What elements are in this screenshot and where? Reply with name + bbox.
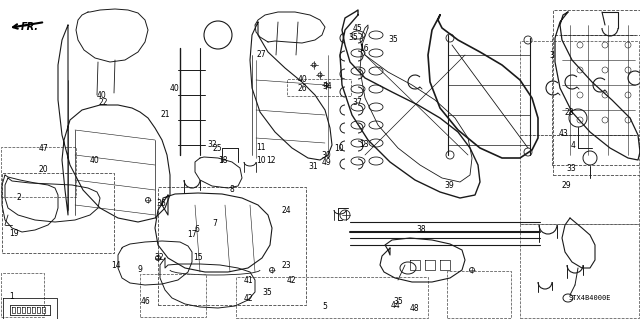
Bar [1, 147, 76, 197]
Text: 27: 27 [256, 50, 266, 59]
Text: 35: 35 [348, 33, 358, 42]
Text: 23: 23 [282, 261, 292, 270]
Bar [520, 41, 639, 135]
Text: 3: 3 [549, 51, 554, 60]
Bar [553, 10, 640, 175]
Text: 12: 12 [266, 156, 275, 165]
Text: 2: 2 [17, 193, 22, 202]
Text: 16: 16 [358, 44, 369, 53]
Text: 20: 20 [38, 165, 49, 174]
Bar [158, 187, 306, 305]
Bar [1, 273, 44, 317]
Text: 35: 35 [393, 297, 403, 306]
Text: 35: 35 [388, 35, 399, 44]
Text: 49: 49 [321, 158, 332, 167]
Text: STX4B4000E: STX4B4000E [569, 295, 611, 301]
Text: 22: 22 [99, 98, 108, 107]
Text: 43: 43 [558, 129, 568, 138]
Text: 8: 8 [229, 185, 234, 194]
Text: 17: 17 [187, 230, 197, 239]
Text: 13: 13 [358, 140, 369, 149]
Bar [140, 274, 206, 317]
Text: 30: 30 [321, 151, 332, 160]
Text: 45: 45 [352, 24, 362, 33]
Text: FR.: FR. [21, 22, 39, 32]
Text: 37: 37 [352, 98, 362, 107]
Text: 36: 36 [156, 199, 166, 208]
Text: 33: 33 [566, 164, 576, 173]
Text: 48: 48 [410, 304, 420, 313]
Text: 15: 15 [193, 253, 204, 262]
Text: 5: 5 [323, 302, 328, 311]
Bar [287, 79, 351, 96]
Text: 14: 14 [111, 261, 122, 270]
Text: 40: 40 [96, 91, 106, 100]
Bar [520, 135, 639, 224]
Bar [2, 173, 114, 253]
Text: 40: 40 [297, 75, 307, 84]
Text: 18: 18 [218, 156, 227, 165]
Text: 28: 28 [565, 108, 574, 117]
Text: 38: 38 [416, 225, 426, 234]
Text: 10: 10 [334, 144, 344, 153]
Text: 40: 40 [169, 84, 179, 93]
Text: 44: 44 [390, 301, 401, 310]
Text: 4: 4 [570, 141, 575, 150]
Text: 34: 34 [323, 82, 333, 91]
Bar [520, 224, 639, 318]
Bar [552, 35, 640, 165]
Text: 32: 32 [207, 140, 218, 149]
Text: 26: 26 [297, 84, 307, 93]
Text: 42: 42 [286, 276, 296, 285]
Text: 32: 32 [154, 253, 164, 262]
Text: 47: 47 [38, 144, 49, 153]
Bar [447, 271, 511, 318]
Text: 10: 10 [256, 156, 266, 165]
Text: 39: 39 [444, 181, 454, 190]
Text: 11: 11 [257, 143, 266, 152]
Bar [236, 277, 428, 318]
Text: 25: 25 [212, 144, 223, 153]
Text: 24: 24 [282, 206, 292, 215]
Text: 7: 7 [212, 219, 218, 228]
Text: 19: 19 [9, 229, 19, 238]
Text: 40: 40 [90, 156, 100, 165]
Text: 42: 42 [243, 294, 253, 303]
Text: 46: 46 [141, 297, 151, 306]
Text: 31: 31 [308, 162, 319, 171]
Text: 41: 41 [243, 276, 253, 285]
Text: 6: 6 [195, 225, 200, 234]
Text: 9: 9 [137, 265, 142, 274]
Text: 21: 21 [161, 110, 170, 119]
Text: 1: 1 [9, 292, 14, 301]
Text: 35: 35 [262, 288, 273, 297]
Text: 29: 29 [561, 181, 572, 190]
